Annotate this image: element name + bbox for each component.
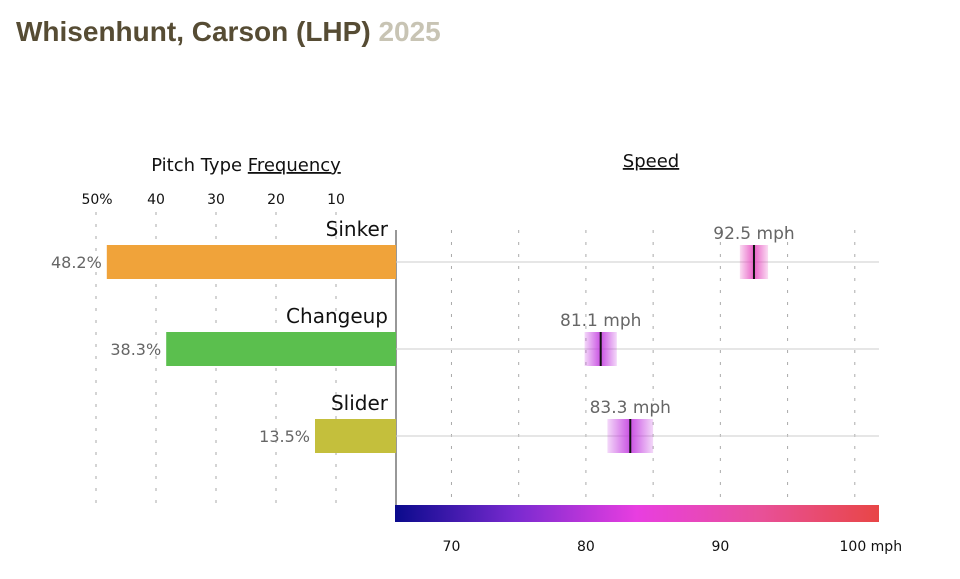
- frequency-title: Pitch Type Frequency: [151, 155, 341, 176]
- speed-title[interactable]: Speed: [623, 151, 679, 172]
- speed-tick-label: 70: [443, 539, 461, 555]
- frequency-bar-sinker: [106, 245, 397, 279]
- frequency-value-label: 38.3%: [110, 340, 161, 359]
- frequency-value-label: 13.5%: [259, 427, 310, 446]
- frequency-tick-label: 20: [267, 192, 285, 208]
- speed-value-label: 81.1 mph: [560, 311, 641, 331]
- player-name: Whisenhunt, Carson (LHP): [16, 16, 371, 47]
- speed-tick-label: 100 mph: [840, 539, 903, 555]
- frequency-tick-label: 10: [327, 192, 345, 208]
- frequency-bar-slider: [315, 419, 396, 453]
- frequency-tick-label: 50%: [81, 192, 112, 208]
- frequency-bar-changeup: [166, 332, 396, 366]
- season-year: 2025: [378, 16, 441, 47]
- pitch-type-label: Sinker: [326, 217, 389, 241]
- pitch-type-label: Changeup: [286, 304, 388, 328]
- frequency-tick-label: 30: [207, 192, 225, 208]
- speed-color-scale: [395, 505, 879, 522]
- speed-value-label: 92.5 mph: [713, 224, 794, 244]
- frequency-link[interactable]: Frequency: [248, 155, 341, 176]
- pitch-type-label: Slider: [331, 391, 389, 415]
- page-title: Whisenhunt, Carson (LHP) 2025: [16, 16, 441, 48]
- speed-tick-label: 80: [577, 539, 595, 555]
- frequency-tick-label: 40: [147, 192, 165, 208]
- frequency-value-label: 48.2%: [51, 253, 102, 272]
- speed-tick-label: 90: [711, 539, 729, 555]
- speed-value-label: 83.3 mph: [590, 398, 671, 418]
